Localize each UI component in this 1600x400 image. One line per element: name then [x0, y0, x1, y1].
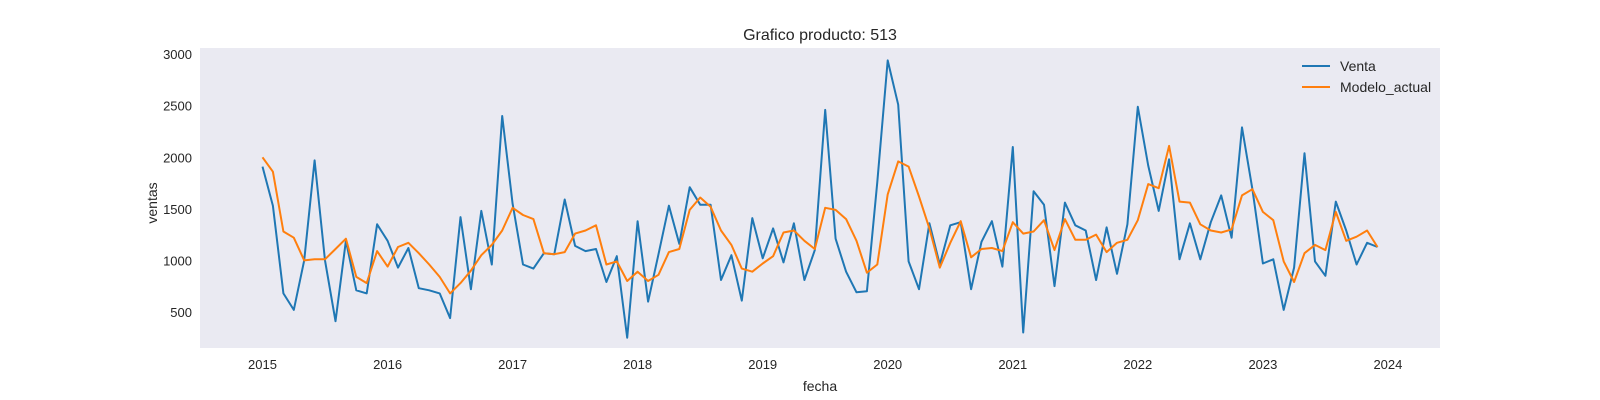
x-tick-label: 2019 [748, 357, 777, 372]
series-line-venta [261, 59, 1378, 339]
x-axis-label: fecha [803, 378, 837, 394]
legend-label-venta: Venta [1340, 58, 1376, 74]
y-tick-label: 2000 [163, 150, 192, 165]
legend-label-modelo_actual: Modelo_actual [1340, 79, 1431, 95]
y-tick-label: 500 [170, 305, 192, 320]
y-tick-label: 3000 [163, 47, 192, 62]
x-tick-label: 2016 [373, 357, 402, 372]
legend: Venta Modelo_actual [1302, 58, 1431, 95]
x-axis-ticks: 2015 2016 2017 2018 2019 2020 2021 2022 2023 2024 [248, 357, 1402, 372]
y-tick-label: 1500 [163, 202, 192, 217]
x-tick-label: 2017 [498, 357, 527, 372]
x-tick-label: 2023 [1248, 357, 1277, 372]
y-axis-label: ventas [144, 182, 160, 223]
x-tick-label: 2018 [623, 357, 652, 372]
x-tick-label: 2020 [873, 357, 902, 372]
series-line-modelo_actual [261, 144, 1379, 295]
y-tick-label: 1000 [163, 253, 192, 268]
series-layer [261, 59, 1379, 339]
chart-title: Grafico producto: 513 [743, 27, 897, 44]
x-tick-label: 2024 [1373, 357, 1402, 372]
y-tick-label: 2500 [163, 99, 192, 114]
y-axis-ticks: 500 1000 1500 2000 2500 3000 [163, 47, 192, 320]
x-tick-label: 2021 [998, 357, 1027, 372]
plot-background [200, 48, 1440, 348]
x-tick-label: 2015 [248, 357, 277, 372]
x-tick-label: 2022 [1123, 357, 1152, 372]
